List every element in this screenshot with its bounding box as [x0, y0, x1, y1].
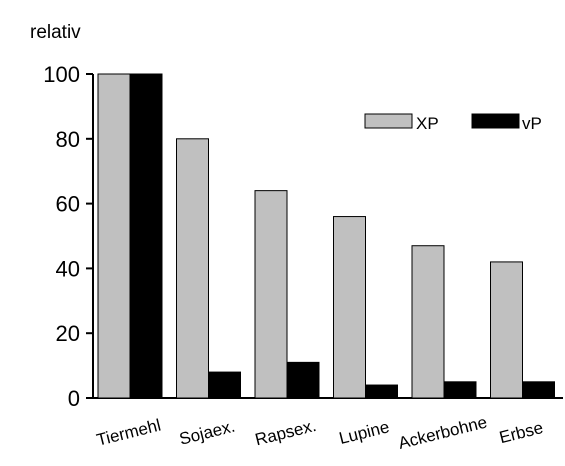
bar-XP-Rapsex.: [254, 190, 288, 399]
bar-XP-Erbse: [490, 261, 523, 399]
bar-XP-Ackerbohne: [411, 245, 445, 399]
legend-swatch-XP: [364, 113, 413, 129]
bar-vP-Rapsex.: [286, 361, 320, 399]
x-category-label: Ackerbohne: [396, 412, 489, 452]
bar-vP-Lupine: [365, 384, 398, 399]
legend-swatch-vP: [471, 113, 520, 129]
y-tick-label: 80: [56, 127, 80, 152]
x-axis-labels: Tiermehl Sojaex. Rapsex. Lupine Ackerbohne Er…: [95, 412, 545, 452]
bars: [97, 73, 555, 399]
y-tick-label: 0: [68, 386, 80, 411]
y-tick-label: 40: [56, 256, 80, 281]
y-tick-label: 100: [43, 62, 80, 87]
x-category-label: Lupine: [337, 417, 391, 448]
y-axis-ticks: 0 20 40 60 80 100: [43, 62, 93, 411]
x-category-label: Rapsex.: [253, 416, 318, 450]
y-tick-label: 20: [56, 321, 80, 346]
legend-label-XP: XP: [416, 114, 439, 133]
y-axis-label: relativ: [30, 22, 81, 43]
bar-vP-Tiermehl: [129, 73, 163, 399]
bar-vP-Ackerbohne: [443, 381, 477, 399]
bar-vP-Erbse: [522, 381, 555, 399]
legend: XP vP: [364, 113, 542, 133]
bar-XP-Sojaex.: [176, 138, 209, 399]
legend-label-vP: vP: [522, 114, 542, 133]
axes: [92, 74, 563, 399]
bar-XP-Tiermehl: [97, 73, 131, 399]
x-category-label: Tiermehl: [95, 416, 163, 450]
x-category-label: Erbse: [497, 418, 545, 447]
x-category-label: Sojaex.: [177, 417, 237, 449]
bar-XP-Lupine: [333, 216, 366, 399]
y-tick-label: 60: [56, 192, 80, 217]
bar-vP-Sojaex.: [208, 371, 241, 399]
